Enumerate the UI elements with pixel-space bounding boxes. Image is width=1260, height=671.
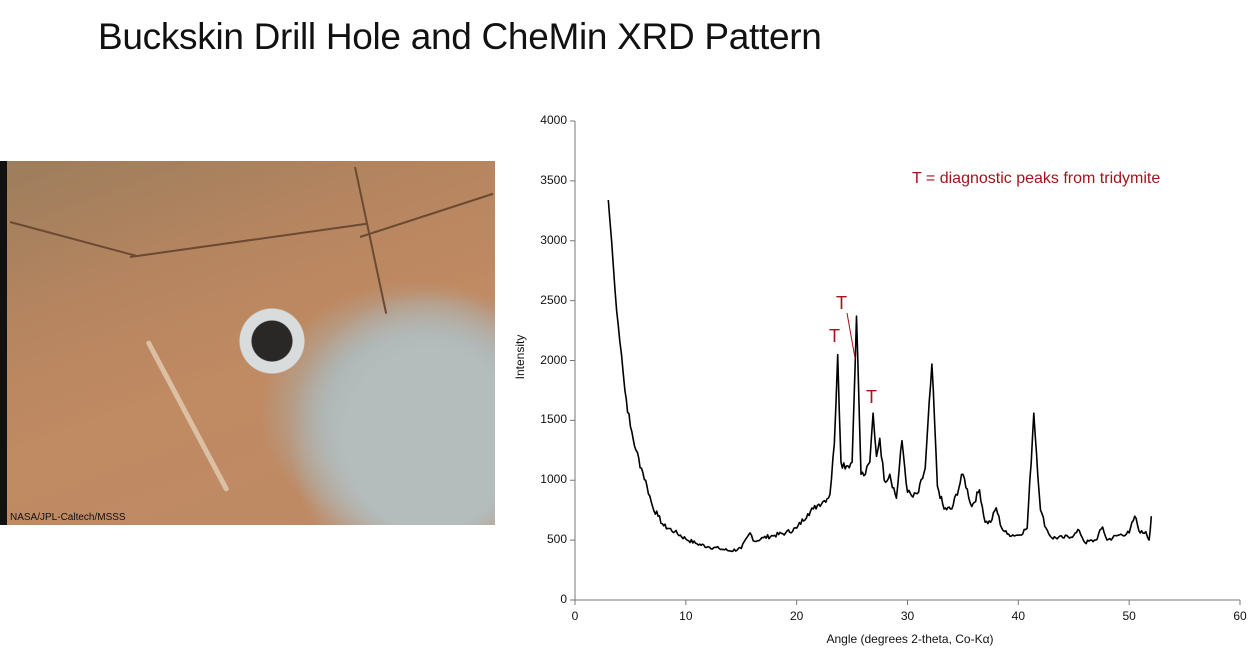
x-tick-label: 50	[1122, 609, 1136, 623]
x-tick-label: 0	[571, 609, 579, 623]
x-tick-label: 10	[679, 609, 693, 623]
tridymite-peak-marker: T	[866, 387, 877, 407]
xrd-line-series	[607, 199, 1153, 553]
x-tick-label: 20	[789, 609, 804, 623]
x-tick-label: 30	[900, 609, 915, 623]
y-tick-label: 2500	[540, 292, 567, 307]
y-tick-label: 4000	[540, 113, 567, 127]
x-tick-label: 60	[1233, 609, 1247, 623]
chart-axes	[570, 120, 1241, 605]
drill-hole-photo: NASA/JPL-Caltech/MSSS	[0, 161, 495, 525]
y-axis-label: Intensity	[513, 334, 527, 380]
tridymite-legend-note: T = diagnostic peaks from tridymite	[912, 170, 1161, 187]
y-tick-label: 1500	[540, 412, 567, 427]
y-tick-label: 3000	[540, 232, 567, 247]
photo-dark-edge	[0, 161, 7, 525]
tridymite-peak-marker: T	[829, 326, 840, 346]
y-tick-label: 0	[560, 592, 567, 606]
y-tick-label: 1000	[540, 472, 567, 487]
tridymite-peak-marker: T	[836, 293, 847, 313]
y-tick-label: 500	[546, 532, 567, 547]
y-tick-label: 2000	[540, 352, 567, 367]
x-axis-label: Angle (degrees 2-theta, Co-Kα)	[826, 632, 994, 646]
x-tick-label: 40	[1011, 609, 1025, 623]
photo-credit: NASA/JPL-Caltech/MSSS	[10, 512, 126, 523]
y-tick-label: 3500	[540, 172, 567, 187]
t-annotation-leader-line	[846, 312, 856, 359]
slide-title: Buckskin Drill Hole and CheMin XRD Patte…	[98, 16, 822, 57]
